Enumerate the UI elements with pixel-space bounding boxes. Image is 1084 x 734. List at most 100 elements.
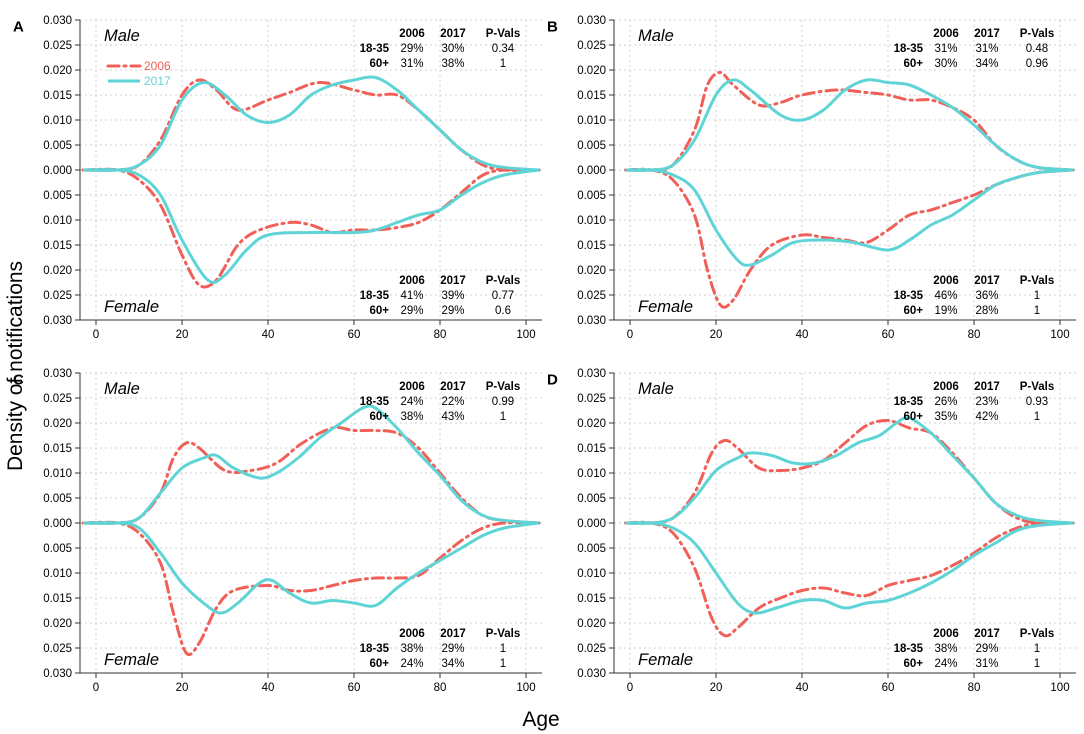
table-cell: 31% <box>975 658 998 670</box>
x-tick-label: 0 <box>627 682 633 694</box>
x-tick-label: 40 <box>262 329 275 341</box>
series-line-2006-male <box>81 425 541 525</box>
male-stats-table: 2006 2017 P-Vals 18-35 31% 31% 0.48 60+ 30% 34% 0.… <box>894 28 1055 70</box>
y-tick-label: 0.005 <box>43 190 72 202</box>
grid <box>614 372 1076 674</box>
y-tick-label: 0.010 <box>43 568 72 580</box>
x-tick-label: 60 <box>882 329 895 341</box>
y-tick-label: 0.025 <box>43 393 72 405</box>
series-line-2017-male <box>625 416 1074 525</box>
series-line-2006-female <box>81 167 541 289</box>
x-tick-label: 20 <box>176 329 189 341</box>
table-cell: 41% <box>400 290 423 302</box>
y-tick-label: 0.015 <box>43 90 72 102</box>
grid <box>80 372 542 674</box>
y-tick-label: 0.005 <box>577 543 606 555</box>
table-cell: 1 <box>500 58 506 70</box>
chart-panel-d: D 0.030 0.025 0.020 0.015 0.010 0.005 0.000 0.00… <box>547 368 1076 694</box>
y-tick-label: 0.030 <box>577 668 606 680</box>
y-tick-label: 0.000 <box>577 165 606 177</box>
x-tick-label: 20 <box>710 682 723 694</box>
female-stats-table: 2006 2017 P-Vals 18-35 46% 36% 1 60+ 19% 28% 1 <box>894 275 1055 317</box>
female-label: Female <box>104 298 159 316</box>
y-tick-label: 0.030 <box>577 15 606 27</box>
y-tick-label: 0.015 <box>577 443 606 455</box>
y-tick-label: 0.030 <box>43 668 72 680</box>
series-line-2017-female <box>83 521 540 615</box>
table-cell: 38% <box>934 643 957 655</box>
y-tick-label: 0.020 <box>577 618 606 630</box>
y-tick-label: 0.020 <box>43 265 72 277</box>
table-row-label: 60+ <box>369 305 389 317</box>
table-cell: 29% <box>400 43 423 55</box>
table-row-label: 60+ <box>903 58 923 70</box>
series-line-2006-female <box>624 520 1075 638</box>
x-tick-label: 80 <box>434 329 447 341</box>
table-cell: 1 <box>500 643 506 655</box>
x-tick-label: 80 <box>968 682 981 694</box>
male-label: Male <box>104 380 140 398</box>
table-row-label: 18-35 <box>894 43 924 55</box>
y-tick-label: 0.010 <box>43 115 72 127</box>
y-tick-label: 0.025 <box>577 40 606 52</box>
table-cell: 30% <box>934 58 957 70</box>
male-label: Male <box>638 380 674 398</box>
y-tick-label: 0.015 <box>577 240 606 252</box>
x-tick-label: 40 <box>796 329 809 341</box>
y-tick-label: 0.020 <box>43 418 72 430</box>
table-cell: 29% <box>441 643 464 655</box>
y-tick-label: 0.005 <box>43 493 72 505</box>
y-axis-label: Density of notifications <box>4 261 27 471</box>
y-tick-label: 0.005 <box>43 543 72 555</box>
table-header: P-Vals <box>486 275 521 287</box>
table-cell: 19% <box>934 305 957 317</box>
table-cell: 23% <box>975 396 998 408</box>
y-tick-label: 0.000 <box>43 165 72 177</box>
table-row-label: 60+ <box>903 658 923 670</box>
x-tick-label: 60 <box>348 682 361 694</box>
table-cell: 34% <box>975 58 998 70</box>
table-cell: 1 <box>1034 658 1040 670</box>
table-cell: 1 <box>500 411 506 423</box>
y-tick-label: 0.025 <box>577 290 606 302</box>
table-cell: 29% <box>975 643 998 655</box>
panel-letter: B <box>547 18 558 35</box>
table-header: P-Vals <box>1020 28 1055 40</box>
table-header: P-Vals <box>1020 275 1055 287</box>
table-header: P-Vals <box>1020 628 1055 640</box>
y-tick-label: 0.030 <box>43 368 72 380</box>
y-tick-label: 0.025 <box>43 290 72 302</box>
table-header: 2017 <box>440 28 466 40</box>
table-cell: 30% <box>441 43 464 55</box>
table-header: 2017 <box>974 275 1000 287</box>
y-tick-label: 0.015 <box>577 593 606 605</box>
y-tick-label: 0.025 <box>43 40 72 52</box>
table-header: 2006 <box>399 628 425 640</box>
table-header: 2006 <box>399 275 425 287</box>
panel-letter: A <box>13 18 24 35</box>
series-line-2006-male <box>624 418 1075 525</box>
y-tick-label: 0.005 <box>577 190 606 202</box>
y-tick-label: 0.015 <box>43 593 72 605</box>
female-stats-table: 2006 2017 P-Vals 18-35 41% 39% 0.77 60+ 29% 29% 0.… <box>360 275 521 317</box>
table-header: P-Vals <box>486 381 521 393</box>
y-tick-label: 0.030 <box>577 315 606 327</box>
chart-panel-c: C 0.030 0.025 0.020 0.015 0.010 0.005 0.000 0.00… <box>13 368 542 694</box>
male-label: Male <box>638 27 674 45</box>
y-tick-label: 0.015 <box>577 90 606 102</box>
table-cell: 29% <box>400 305 423 317</box>
y-tick-label: 0.020 <box>43 65 72 77</box>
table-header: 2017 <box>974 381 1000 393</box>
table-row-label: 18-35 <box>894 290 924 302</box>
x-tick-label: 80 <box>968 329 981 341</box>
table-cell: 46% <box>934 290 957 302</box>
table-header: 2017 <box>440 628 466 640</box>
table-cell: 1 <box>1034 643 1040 655</box>
table-header: 2006 <box>933 275 959 287</box>
table-header: 2006 <box>399 381 425 393</box>
table-cell: 42% <box>975 411 998 423</box>
female-label: Female <box>104 651 159 669</box>
grid <box>614 19 1076 321</box>
table-cell: 35% <box>934 411 957 423</box>
x-tick-label: 100 <box>1050 682 1069 694</box>
